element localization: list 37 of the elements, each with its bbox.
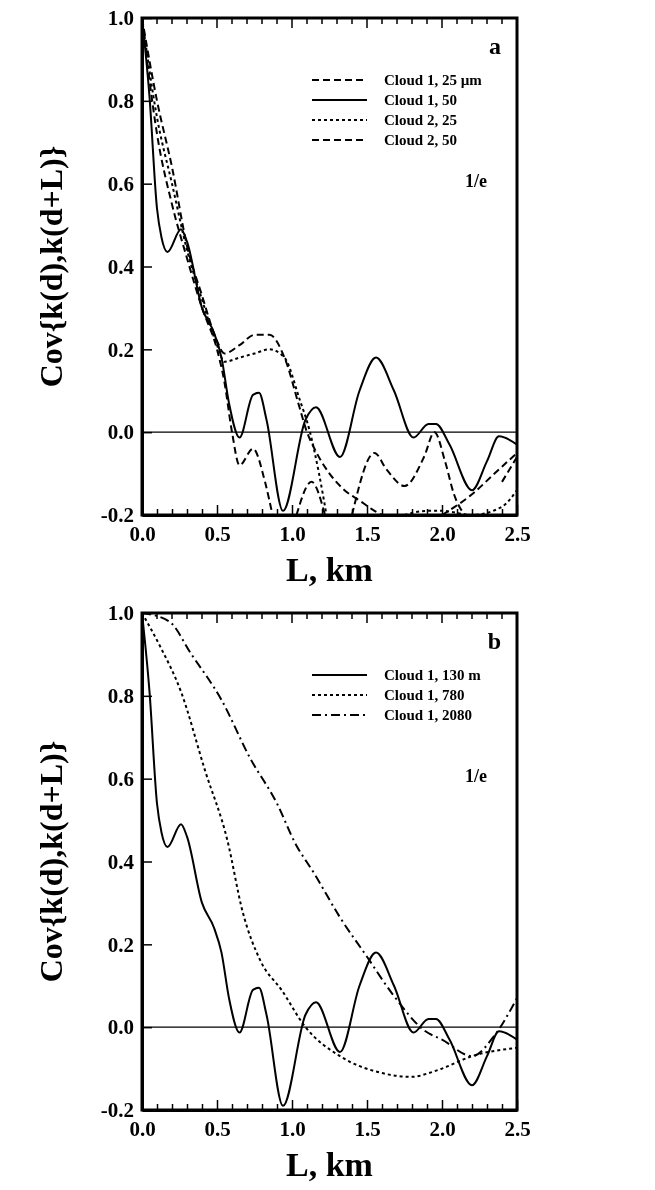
x-tick-label: 2.5 — [504, 522, 531, 547]
y-tick-label: 0.2 — [107, 932, 134, 957]
x-tick-label: 1.0 — [279, 522, 306, 547]
annotation: 1/e — [465, 170, 487, 191]
legend-label: Cloud 1, 130 m — [384, 667, 482, 683]
x-tick-label: 2.5 — [504, 1117, 531, 1142]
x-tick-label: 1.5 — [354, 1117, 381, 1142]
y-tick-label: 0.0 — [107, 420, 134, 445]
legend-label: Cloud 2, 25 — [384, 112, 457, 128]
x-tick-label: 0.5 — [204, 522, 231, 547]
x-axis-title: L, km — [286, 551, 373, 588]
annotation: 1/e — [465, 765, 487, 786]
x-axis-title: L, km — [286, 1146, 373, 1183]
x-tick-label: 1.0 — [279, 1117, 306, 1142]
legend-label: Cloud 1, 25 µm — [384, 72, 483, 88]
annotation: b — [487, 628, 501, 654]
x-tick-label: 2.0 — [429, 522, 456, 547]
y-tick-label: 0.8 — [107, 89, 134, 114]
y-tick-label: 0.0 — [107, 1015, 134, 1040]
y-tick-label: 0.2 — [107, 337, 134, 362]
legend-label: Cloud 1, 2080 — [384, 707, 472, 723]
y-tick-label: 1.0 — [107, 6, 134, 31]
y-axis-title: Cov{k(d),k(d+L)} — [33, 145, 69, 388]
y-axis-title: Cov{k(d),k(d+L)} — [33, 740, 69, 983]
x-tick-label: 0.5 — [204, 1117, 231, 1142]
annotation: a — [489, 33, 501, 59]
legend-label: Cloud 2, 50 — [384, 132, 457, 148]
y-tick-label: 1.0 — [107, 601, 134, 626]
y-tick-label: 0.4 — [107, 254, 135, 279]
legend-label: Cloud 1, 780 — [384, 687, 465, 703]
y-tick-label: 0.6 — [107, 171, 134, 196]
y-tick-label: 0.6 — [107, 766, 134, 791]
y-tick-label: 0.4 — [107, 849, 135, 874]
legend-label: Cloud 1, 50 — [384, 92, 457, 108]
x-tick-label: 2.0 — [429, 1117, 456, 1142]
x-tick-label: 1.5 — [354, 522, 381, 547]
y-tick-label: 0.8 — [107, 684, 134, 709]
